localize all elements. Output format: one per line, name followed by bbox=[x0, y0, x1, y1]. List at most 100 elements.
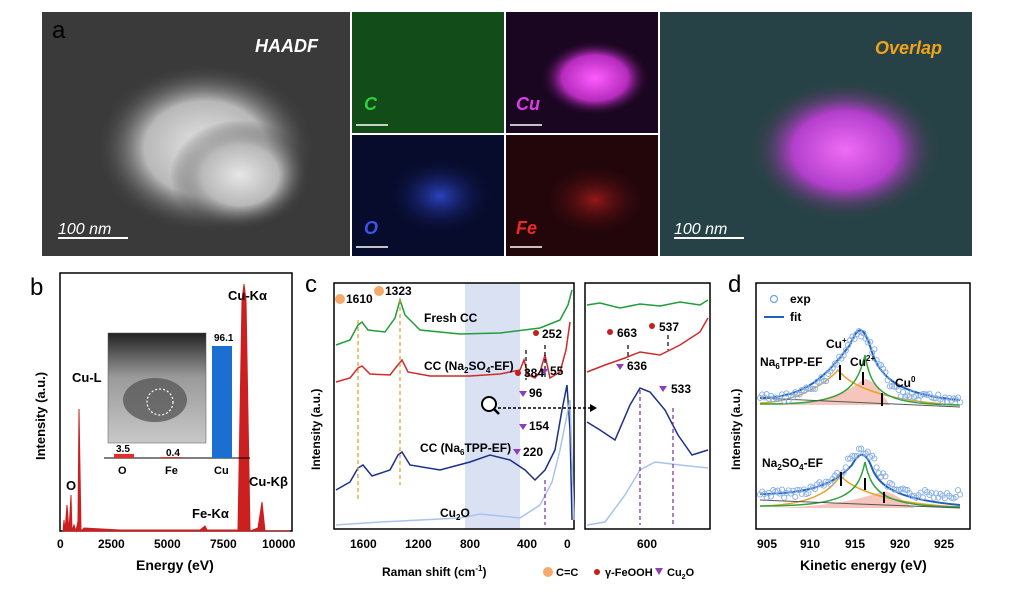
raman-axes bbox=[333, 282, 575, 530]
xps-exp-point-bottom bbox=[792, 493, 799, 500]
xps-exp-point-bottom bbox=[919, 494, 926, 501]
zoom-na6tpp bbox=[586, 387, 709, 456]
xps-exp-point-top bbox=[954, 394, 962, 401]
svg-text:636: 636 bbox=[627, 359, 647, 373]
curve-label-na2so4: CC (Na2SO4-EF) bbox=[424, 359, 514, 375]
inset-bar-chart bbox=[114, 346, 232, 458]
xps-label-na6tpp: Na6TPP-EF bbox=[760, 355, 822, 371]
svg-text:910: 910 bbox=[800, 537, 820, 551]
eds-xlabel: Energy (eV) bbox=[136, 557, 214, 573]
xps-exp-point-top bbox=[860, 330, 867, 337]
overlap-particle bbox=[750, 80, 940, 220]
feooh-marker-icon bbox=[533, 330, 539, 336]
svg-text:384: 384 bbox=[524, 366, 544, 380]
xps-exp-point-bottom bbox=[827, 480, 834, 488]
inset-bar-cu bbox=[212, 346, 232, 458]
haadf-title: HAADF bbox=[255, 36, 319, 56]
inset-bar-o bbox=[114, 453, 134, 458]
svg-text:5000: 5000 bbox=[154, 537, 181, 551]
xps-exp-point-bottom bbox=[882, 473, 889, 480]
overlap-scale-label: 100 nm bbox=[674, 221, 727, 238]
xps-exp-point-bottom bbox=[928, 489, 935, 496]
xps-xlabel: Kinetic energy (eV) bbox=[800, 557, 927, 573]
inset-cat-fe: Fe bbox=[165, 465, 178, 477]
peak-label-cu-l: Cu-L bbox=[72, 370, 102, 385]
feooh-marker-icon bbox=[649, 323, 655, 329]
svg-text:533: 533 bbox=[671, 382, 691, 396]
xps-exp-point-bottom bbox=[957, 491, 964, 498]
xps-exp-point-bottom bbox=[855, 445, 863, 452]
svg-text:663: 663 bbox=[617, 326, 637, 340]
overlap-title: Overlap bbox=[875, 38, 942, 58]
xps-exp-point-top bbox=[844, 342, 852, 349]
svg-text:1600: 1600 bbox=[350, 537, 377, 551]
zoom-cu2o bbox=[586, 461, 709, 526]
xps-axes bbox=[755, 282, 971, 530]
peak-label-o: O bbox=[66, 478, 76, 493]
haadf-scale-label: 100 nm bbox=[58, 221, 111, 238]
map-c-label: C bbox=[364, 94, 378, 114]
svg-text:915: 915 bbox=[845, 537, 865, 551]
xps-exp-point-top bbox=[957, 399, 964, 406]
curve-na6tpp bbox=[335, 384, 573, 521]
panel-label-c: c bbox=[305, 271, 317, 298]
peak-markers bbox=[335, 286, 667, 455]
svg-text:0: 0 bbox=[57, 537, 64, 551]
panel-label-b: b bbox=[30, 274, 43, 301]
xps-exp-point-top bbox=[886, 383, 893, 390]
label-cu2-plus: Cu2+ bbox=[850, 354, 875, 369]
legend-exp: exp bbox=[790, 292, 811, 306]
panel-label-d: d bbox=[728, 271, 741, 298]
xps-exp-point-bottom bbox=[893, 486, 900, 493]
map-cu-label: Cu bbox=[516, 94, 540, 114]
xps-exp-point-top bbox=[778, 391, 786, 398]
xps-bottom-fit bbox=[759, 453, 961, 506]
legend-cu2o: Cu2O bbox=[667, 567, 695, 581]
curve-label-fresh-cc: Fresh CC bbox=[424, 311, 478, 325]
svg-text:1200: 1200 bbox=[405, 537, 432, 551]
svg-text:600: 600 bbox=[637, 537, 657, 551]
zoom-fresh-cc bbox=[586, 299, 709, 309]
cu2o-marker-icon bbox=[519, 391, 527, 397]
label-cu0: Cu0 bbox=[895, 375, 916, 390]
xps-exp-point-top bbox=[882, 369, 889, 376]
legend-cu2o-icon bbox=[655, 568, 663, 575]
raman-xlabel: Raman shift (cm-1) bbox=[382, 564, 486, 579]
peak-label-fe-ka: Fe-Kα bbox=[192, 506, 229, 521]
xps-exp-point-top bbox=[781, 397, 788, 405]
xps-exp-point-top bbox=[891, 383, 898, 390]
svg-text:1610: 1610 bbox=[346, 292, 373, 306]
inset-cat-o: O bbox=[118, 465, 127, 477]
xps-exp-point-bottom bbox=[805, 490, 812, 497]
xps-exp-point-top bbox=[842, 347, 849, 354]
legend-cc: C=C bbox=[556, 567, 578, 579]
legend-fit: fit bbox=[790, 310, 801, 324]
xps-exp-point-top bbox=[833, 361, 841, 368]
svg-text:0: 0 bbox=[564, 537, 571, 551]
xps-exp-point-top bbox=[871, 346, 878, 353]
xps-exp-point-top bbox=[899, 388, 907, 395]
xps-exp-point-top bbox=[822, 378, 830, 385]
raman-xticks: 1600 1200 800 400 0 600 bbox=[350, 537, 657, 551]
svg-text:220: 220 bbox=[523, 445, 543, 459]
svg-text:925: 925 bbox=[934, 537, 954, 551]
svg-text:154: 154 bbox=[529, 419, 549, 433]
curve-label-cu2o: Cu2O bbox=[440, 506, 470, 522]
xps-exp-point-bottom bbox=[794, 486, 801, 493]
xps-exp-point-bottom bbox=[952, 493, 959, 501]
legend-feooh-icon bbox=[594, 569, 600, 575]
xps-exp-point-bottom bbox=[888, 481, 896, 488]
peak-guides bbox=[357, 300, 674, 525]
curve-na2so4 bbox=[335, 321, 571, 383]
legend-cc-icon bbox=[543, 567, 553, 577]
eds-ylabel: Intensity (a.u.) bbox=[33, 372, 48, 460]
panel-c: c bbox=[305, 271, 711, 581]
xps-exp-point-top bbox=[884, 377, 891, 384]
xps-exp-point-top bbox=[789, 394, 797, 401]
magnifier-icon bbox=[481, 396, 497, 412]
cu2o-marker-icon bbox=[519, 424, 527, 430]
inset-value-fe: 0.4 bbox=[166, 448, 180, 459]
panel-d: d exp fit Na6TPP-EF Cu+ Cu2+ Cu0 Na bbox=[728, 271, 971, 573]
xps-ylabel: Intensity (a.u.) bbox=[729, 389, 743, 470]
